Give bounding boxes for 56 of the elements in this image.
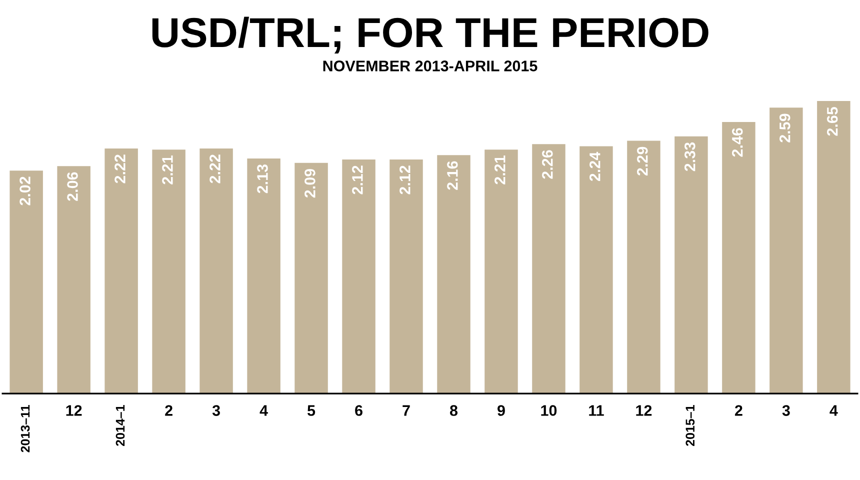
bar <box>10 170 43 394</box>
data-label: 2.02 <box>20 176 30 206</box>
data-label: 2.26 <box>542 150 553 179</box>
data-label: 2.21 <box>162 156 173 184</box>
bar <box>484 150 518 394</box>
bar <box>627 140 660 394</box>
x-tick-label: 9 <box>498 405 505 416</box>
data-label: 2.22 <box>210 154 220 184</box>
bar <box>770 108 803 394</box>
bar <box>342 160 376 394</box>
x-tick-label: 4 <box>830 405 838 416</box>
bar <box>437 155 470 394</box>
bar <box>152 150 186 394</box>
x-tick-label: 2015–1 <box>686 405 695 446</box>
bar <box>532 144 566 394</box>
data-label: 2.16 <box>447 161 458 190</box>
x-tick-label: 10 <box>541 405 557 416</box>
data-label: 2.22 <box>114 154 126 184</box>
x-tick-label: 5 <box>307 405 316 416</box>
x-tick-label: 4 <box>260 405 268 416</box>
bar <box>580 146 613 394</box>
bar <box>294 162 328 394</box>
data-label: 2.12 <box>400 166 410 194</box>
x-tick-label: 8 <box>450 405 458 416</box>
x-tick-label: 7 <box>402 405 410 416</box>
x-tick-label: 11 <box>589 405 604 416</box>
data-label: 2.13 <box>257 164 268 194</box>
bar <box>200 148 233 394</box>
data-label: 2.09 <box>304 168 316 198</box>
data-label: 2.33 <box>684 142 696 172</box>
data-label: 2.24 <box>590 152 600 182</box>
x-tick-label: 12 <box>66 405 82 416</box>
data-label: 2.06 <box>67 172 78 201</box>
data-label: 2.21 <box>494 156 506 184</box>
data-label: 2.29 <box>636 146 648 176</box>
x-tick-label: 2014–1 <box>116 405 125 446</box>
x-tick-label: 3 <box>782 405 790 416</box>
data-label: 2.59 <box>779 114 790 142</box>
bar <box>104 148 138 394</box>
x-tick-label: 2 <box>165 405 172 416</box>
bar <box>817 101 850 394</box>
x-tick-label: 3 <box>212 405 220 416</box>
data-label: 2.46 <box>732 128 743 157</box>
bar <box>247 158 280 394</box>
bar <box>674 136 708 394</box>
data-label: 2.12 <box>352 166 363 194</box>
data-label: 2.65 <box>826 106 838 136</box>
bar <box>722 122 756 394</box>
x-tick-label: 2 <box>734 405 742 416</box>
bar <box>390 160 423 394</box>
x-tick-label: 12 <box>636 405 652 416</box>
chart-subtitle: NOVEMBER 2013-APRIL 2015 <box>323 60 538 72</box>
x-tick-label: 2013–11 <box>20 405 30 452</box>
bar <box>57 166 90 394</box>
x-tick-label: 6 <box>355 405 362 416</box>
chart-title: USD/TRL; FOR THE PERIOD <box>152 16 708 54</box>
